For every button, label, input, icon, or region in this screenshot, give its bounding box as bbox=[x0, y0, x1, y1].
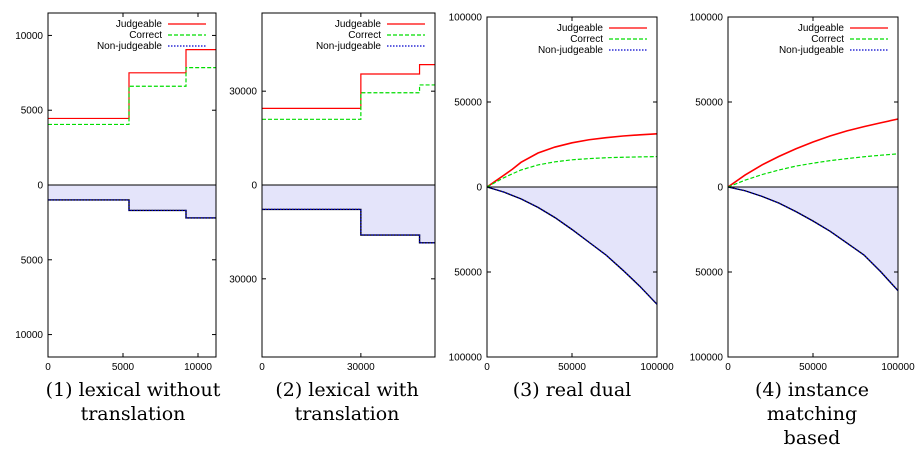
caption-1: (1) lexical without translation bbox=[33, 378, 233, 426]
y-tick-label: 10000 bbox=[15, 31, 43, 42]
x-tick-label: 10000 bbox=[184, 362, 212, 373]
legend-label: Non-judgeable bbox=[538, 45, 603, 56]
legend-label: Non-judgeable bbox=[97, 41, 162, 52]
caption-1-line2: translation bbox=[80, 403, 186, 425]
x-tick-label: 50000 bbox=[558, 362, 586, 373]
y-tick-label: 30000 bbox=[229, 87, 257, 98]
caption-4-line2: based bbox=[783, 427, 841, 449]
y-tick-label: 0 bbox=[717, 183, 723, 194]
series-outline-non-judgeable bbox=[727, 186, 899, 292]
caption-4: (4) instance matching based bbox=[712, 378, 912, 450]
y-tick-label: 0 bbox=[476, 183, 482, 194]
y-tick-label: 10000 bbox=[15, 330, 43, 341]
x-tick-label: 0 bbox=[484, 362, 490, 373]
non-judgeable-area bbox=[487, 187, 657, 305]
y-tick-label: 0 bbox=[37, 181, 43, 192]
y-tick-label: 5000 bbox=[21, 255, 44, 266]
y-tick-label: 50000 bbox=[454, 268, 482, 279]
x-tick-label: 5000 bbox=[112, 362, 135, 373]
legend-label: Correct bbox=[811, 34, 844, 45]
x-tick-label: 0 bbox=[45, 362, 51, 373]
legend-label: Non-judgeable bbox=[779, 45, 844, 56]
caption-2-line2: translation bbox=[294, 403, 400, 425]
x-tick-label: 100000 bbox=[881, 362, 915, 373]
non-judgeable-area bbox=[728, 187, 898, 291]
series-line-judgeable bbox=[727, 118, 899, 188]
caption-1-line1: (1) lexical without bbox=[45, 379, 221, 401]
legend-label: Judgeable bbox=[335, 19, 382, 30]
series-line-non-judgeable bbox=[486, 186, 658, 305]
y-tick-label: 100000 bbox=[449, 13, 483, 24]
legend-label: Correct bbox=[570, 34, 603, 45]
chart-2: 30000 0 30000 0 30000 JudgeableCorrectNon-jud… bbox=[229, 12, 436, 373]
y-tick-label: 100000 bbox=[449, 353, 483, 364]
caption-2-line1: (2) lexical with bbox=[275, 379, 419, 401]
x-tick-label: 100000 bbox=[640, 362, 674, 373]
y-tick-label: 0 bbox=[251, 181, 257, 192]
legend-label: Correct bbox=[129, 30, 162, 41]
x-tick-label: 30000 bbox=[347, 362, 375, 373]
y-tick-label: 30000 bbox=[229, 274, 257, 285]
y-tick-label: 50000 bbox=[695, 268, 723, 279]
legend-label: Judgeable bbox=[557, 23, 604, 34]
caption-2: (2) lexical with translation bbox=[247, 378, 447, 426]
series-line-correct bbox=[486, 155, 658, 188]
non-judgeable-area bbox=[262, 185, 435, 243]
legend-label: Judgeable bbox=[798, 23, 845, 34]
legend-label: Non-judgeable bbox=[316, 41, 381, 52]
series-line-non-judgeable bbox=[48, 199, 216, 219]
y-tick-label: 100000 bbox=[690, 353, 724, 364]
x-tick-label: 0 bbox=[725, 362, 731, 373]
legend-label: Correct bbox=[348, 30, 381, 41]
series-line-correct bbox=[48, 66, 216, 126]
x-tick-label: 50000 bbox=[799, 362, 827, 373]
series-line-judgeable bbox=[48, 49, 216, 120]
series-line-non-judgeable bbox=[262, 208, 435, 244]
x-tick-label: 0 bbox=[259, 362, 265, 373]
caption-3: (3) real dual bbox=[472, 378, 672, 402]
non-judgeable-area bbox=[48, 185, 216, 218]
y-tick-label: 100000 bbox=[690, 13, 724, 24]
caption-3-line1: (3) real dual bbox=[512, 379, 632, 401]
series-line-judgeable bbox=[262, 63, 435, 109]
series-line-judgeable bbox=[486, 132, 658, 188]
y-tick-label: 5000 bbox=[21, 106, 44, 117]
legend-label: Judgeable bbox=[116, 19, 163, 30]
y-tick-label: 50000 bbox=[454, 98, 482, 109]
chart-1: 10000 5000 0 5000 10000 0 5000 10000 JudgeableCo… bbox=[15, 12, 217, 373]
series-line-correct bbox=[262, 84, 435, 120]
series-line-correct bbox=[727, 153, 899, 188]
y-tick-label: 50000 bbox=[695, 98, 723, 109]
caption-4-line1: (4) instance matching bbox=[754, 379, 870, 425]
